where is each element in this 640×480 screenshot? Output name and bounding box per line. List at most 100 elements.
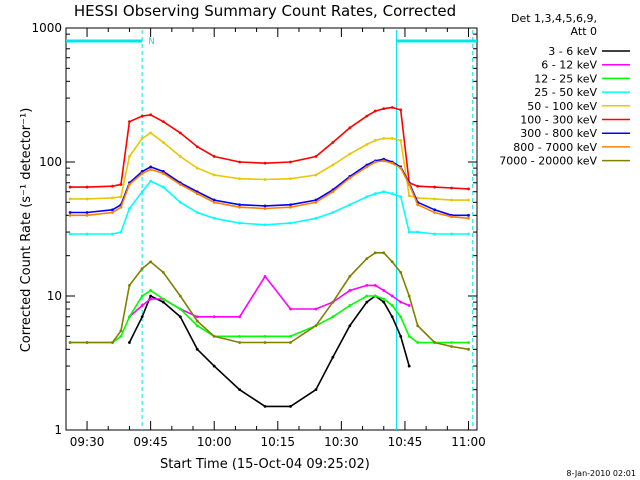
data-point <box>85 185 89 189</box>
data-point <box>399 334 403 338</box>
data-point <box>382 137 386 140</box>
legend-label: 12 - 25 keV <box>534 72 597 85</box>
data-point <box>416 184 420 188</box>
data-point <box>314 173 318 177</box>
data-point <box>399 166 403 170</box>
data-point <box>382 190 386 194</box>
x-tick-label: 10:00 <box>197 435 232 449</box>
data-point <box>68 213 72 217</box>
data-point <box>68 185 72 189</box>
data-point <box>149 297 153 301</box>
data-point <box>365 114 369 118</box>
plot-area: 1 10 100 1000 09:30 09:45 10:00 10:15 10:30 10:45… <box>31 21 485 449</box>
data-point <box>212 155 216 158</box>
data-point <box>433 232 437 236</box>
data-point <box>140 172 144 175</box>
data-point <box>289 221 292 225</box>
data-point <box>128 315 131 319</box>
data-point <box>382 251 386 255</box>
data-point <box>238 334 242 338</box>
data-point <box>119 205 123 209</box>
data-point <box>467 347 470 351</box>
data-point <box>68 232 72 236</box>
data-point <box>212 315 216 319</box>
data-point <box>238 315 242 319</box>
x-tick-label: 10:30 <box>324 435 359 449</box>
data-point <box>433 197 437 201</box>
data-point <box>85 341 89 344</box>
data-point <box>365 195 369 199</box>
data-point <box>140 114 144 118</box>
data-point <box>111 211 114 214</box>
data-point <box>128 283 131 287</box>
data-point <box>289 177 292 181</box>
x-tick-label: 11:00 <box>451 435 486 449</box>
data-point <box>140 190 144 194</box>
y-tick-label: 1 <box>54 423 62 437</box>
x-axis-label: Start Time (15-Oct-04 09:25:02) <box>160 457 370 472</box>
data-point <box>195 211 199 214</box>
footer-timestamp: 8-Jan-2010 02:01 <box>566 469 636 478</box>
data-point <box>289 341 292 344</box>
data-point <box>450 198 453 202</box>
data-point <box>238 203 242 207</box>
data-point <box>390 137 394 140</box>
data-point <box>195 315 199 319</box>
data-point <box>289 334 292 338</box>
data-point <box>119 195 123 199</box>
data-point <box>149 294 153 298</box>
data-point <box>263 341 267 344</box>
data-point <box>119 183 123 186</box>
data-point <box>314 307 318 311</box>
data-point <box>348 152 352 156</box>
x-tick-label: 10:15 <box>260 435 295 449</box>
data-point <box>416 324 420 328</box>
data-point <box>390 294 394 298</box>
data-point <box>161 141 165 144</box>
x-tick-label: 09:30 <box>70 435 105 449</box>
data-point <box>467 232 470 236</box>
data-point <box>382 297 386 301</box>
data-point <box>399 138 403 142</box>
data-point <box>263 275 267 278</box>
data-point <box>382 300 386 304</box>
data-point <box>161 170 165 173</box>
data-point <box>365 165 369 169</box>
legend-label: 3 - 6 keV <box>548 45 597 58</box>
data-point <box>263 204 267 208</box>
legend-label: 6 - 12 keV <box>541 59 597 72</box>
data-point <box>433 211 437 214</box>
data-point <box>467 213 470 217</box>
data-point <box>416 196 420 200</box>
legend-label: 100 - 300 keV <box>520 114 597 127</box>
data-point <box>433 341 437 344</box>
data-point <box>467 198 470 202</box>
data-point <box>263 207 267 210</box>
data-point <box>348 289 352 292</box>
data-point <box>348 324 352 328</box>
data-point <box>161 172 165 175</box>
data-point <box>85 211 89 214</box>
data-point <box>178 183 182 186</box>
legend-header-line-2: Att 0 <box>571 25 597 38</box>
data-point <box>128 120 131 124</box>
y-tick-label: 10 <box>47 289 62 303</box>
data-point <box>289 405 292 408</box>
data-point <box>314 388 318 392</box>
data-point <box>399 315 403 319</box>
data-point <box>331 141 335 144</box>
data-point <box>178 294 182 298</box>
data-point <box>212 173 216 177</box>
data-point <box>263 334 267 338</box>
data-point <box>348 126 352 130</box>
data-point <box>373 192 377 196</box>
data-point <box>161 271 165 274</box>
data-point <box>111 196 114 200</box>
legend-header-line-1: Det 1,3,4,5,6,9, <box>511 12 597 25</box>
data-point <box>331 211 335 214</box>
data-point <box>450 341 453 344</box>
y-tick-label: 100 <box>39 155 62 169</box>
data-point <box>348 275 352 278</box>
